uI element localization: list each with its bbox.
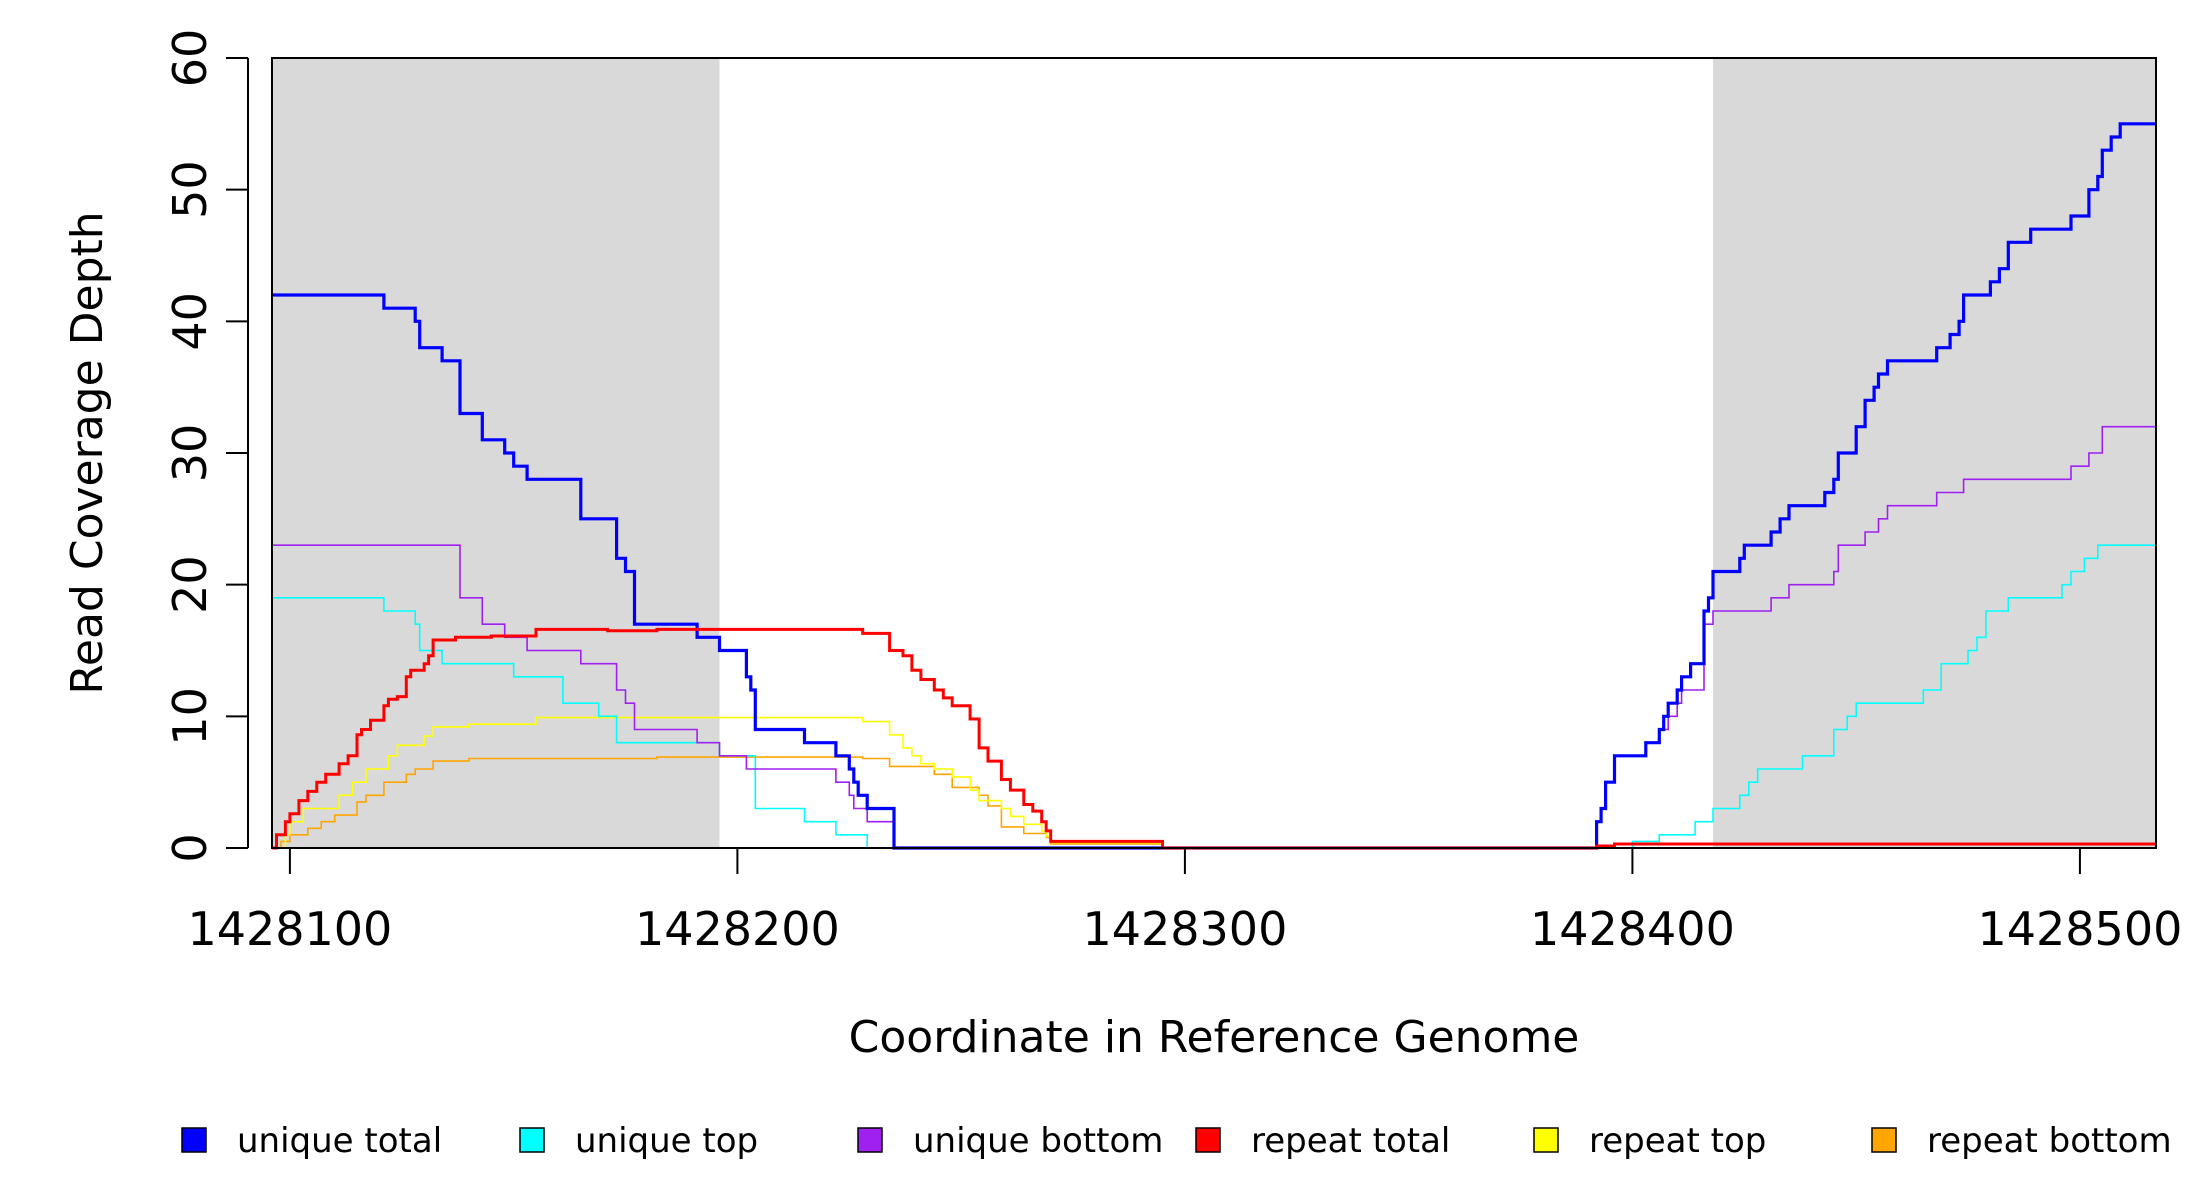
series-line-repeat-top [272,716,2156,849]
x-axis-label: Coordinate in Reference Genome [849,1012,1580,1063]
x-tick-label: 1428500 [1977,902,2182,956]
series-line-repeat-bottom [272,756,2156,849]
shaded-region-1 [272,58,720,848]
legend-swatch [1871,1127,1897,1153]
shaded-region-2 [1712,58,2156,848]
legend-item-repeat-total: repeat total [1195,1121,1450,1161]
y-axis: 0 10 20 30 40 50 60 [163,29,249,863]
legend-label: repeat top [1589,1121,1766,1161]
legend-label: repeat total [1251,1121,1450,1161]
legend-item-unique-top: unique top [519,1121,758,1161]
legend-swatch [857,1127,883,1153]
legend-item-repeat-bottom: repeat bottom [1871,1121,2172,1161]
x-tick-label: 1428400 [1530,902,1735,956]
legend-swatch [1195,1127,1221,1153]
legend-label: unique bottom [913,1121,1163,1161]
legend: unique total unique top unique bottom repea… [181,1121,2172,1161]
series-layer [272,122,2156,850]
legend-item-unique-bottom: unique bottom [857,1121,1163,1161]
y-tick-label: 30 [163,424,217,483]
x-tick-label: 1428100 [187,902,392,956]
y-axis-label: Read Coverage Depth [62,211,113,694]
x-axis: 1428100 1428200 1428300 1428400 1428500 [187,847,2182,956]
legend-label: unique top [575,1121,758,1161]
series-line-unique-top [272,544,2156,849]
y-tick-label: 50 [163,160,217,219]
legend-item-repeat-top: repeat top [1533,1121,1766,1161]
y-tick-label: 0 [163,833,217,862]
y-tick-label: 60 [163,29,217,88]
legend-swatch [519,1127,545,1153]
y-tick-label: 20 [163,555,217,614]
y-tick-label: 40 [163,292,217,351]
series-line-unique-total [272,122,2156,850]
legend-swatch [181,1127,207,1153]
y-tick-label: 10 [163,687,217,746]
legend-item-unique-total: unique total [181,1121,442,1161]
shaded-regions [272,58,2156,848]
x-tick-label: 1428300 [1082,902,1287,956]
legend-label: repeat bottom [1927,1121,2172,1161]
legend-swatch [1533,1127,1559,1153]
series-line-repeat-total [272,627,2156,850]
legend-label: unique total [237,1121,442,1161]
x-tick-label: 1428200 [635,902,840,956]
